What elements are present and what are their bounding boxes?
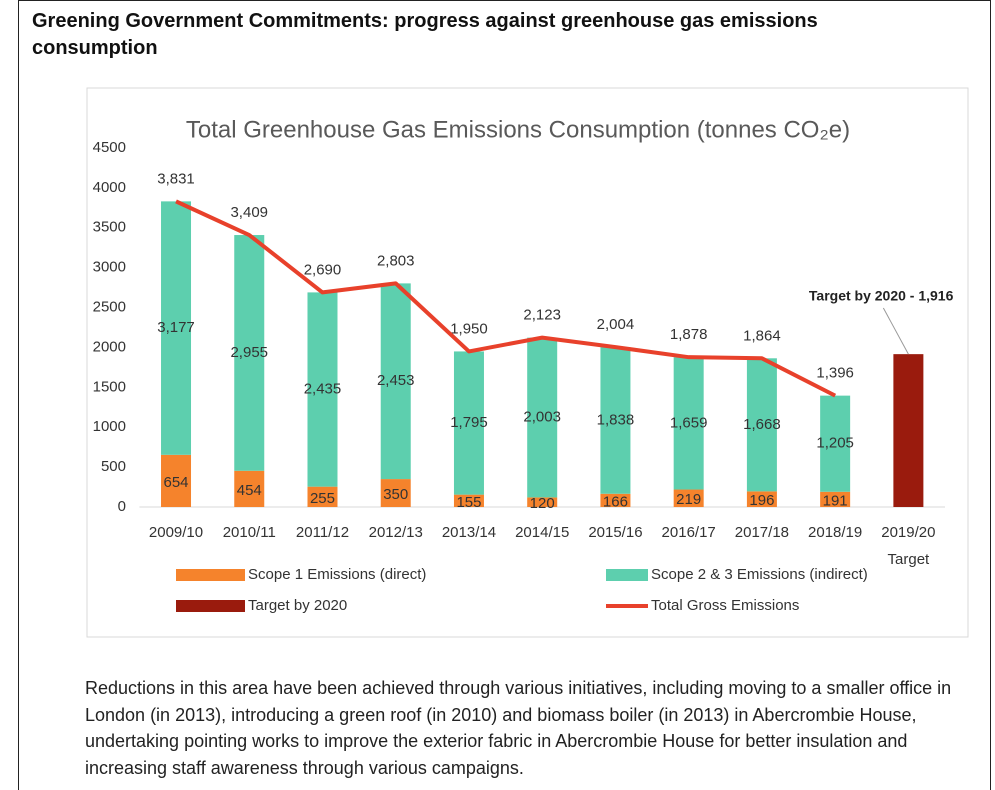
y-tick-label: 4000 xyxy=(93,179,126,196)
header-title: Greening Government Commitments: progres… xyxy=(32,10,818,59)
data-label: 2,003 xyxy=(523,408,561,425)
data-label: 1,396 xyxy=(816,365,854,382)
y-tick-label: 2500 xyxy=(93,299,126,316)
x-tick-label: 2010/11 xyxy=(223,524,276,541)
bar xyxy=(673,489,704,507)
bar xyxy=(161,454,192,507)
data-label: 2,004 xyxy=(597,316,635,333)
annotation-leader xyxy=(882,307,909,355)
data-label: 350 xyxy=(383,486,408,503)
bar xyxy=(746,491,777,507)
x-tick-label: 2011/12 xyxy=(296,524,349,541)
y-tick-label: 1500 xyxy=(93,378,126,395)
y-tick-label: 1000 xyxy=(93,418,126,435)
data-label: 191 xyxy=(823,492,848,509)
data-label: 1,864 xyxy=(743,327,781,344)
frame xyxy=(18,0,991,790)
legend-swatch xyxy=(176,569,245,581)
data-label: 3,831 xyxy=(157,170,195,187)
bar xyxy=(380,479,411,507)
data-label: 3,177 xyxy=(157,319,195,336)
bar xyxy=(307,292,338,487)
x-tick-label: 2016/17 xyxy=(662,524,716,541)
data-label: 2,690 xyxy=(304,261,342,278)
data-label: 1,668 xyxy=(743,416,781,433)
bar xyxy=(307,486,338,507)
legend-label: Target by 2020 xyxy=(248,597,347,614)
x-tick-label: 2014/15 xyxy=(515,524,569,541)
bar xyxy=(380,283,411,480)
x-tick-label: 2013/14 xyxy=(442,524,496,541)
legend-label: Scope 1 Emissions (direct) xyxy=(248,566,426,583)
y-tick-label: 2000 xyxy=(93,338,126,355)
bar xyxy=(161,201,192,455)
data-label: 1,878 xyxy=(670,326,708,343)
x-tick-label: 2009/10 xyxy=(149,524,203,541)
bar xyxy=(600,493,631,507)
data-label: 454 xyxy=(237,482,262,499)
data-label: 255 xyxy=(310,490,335,507)
data-label: 1,950 xyxy=(450,320,488,337)
x-tick-label: 2012/13 xyxy=(369,524,423,541)
data-label: 1,205 xyxy=(816,435,854,452)
data-label: 2,453 xyxy=(377,372,415,389)
bar xyxy=(453,351,484,495)
bar xyxy=(527,497,558,507)
chart-border xyxy=(86,87,969,638)
data-label: 3,409 xyxy=(230,204,268,221)
data-label: 196 xyxy=(749,492,774,509)
y-tick-label: 500 xyxy=(101,458,126,475)
bar xyxy=(527,337,558,498)
x-tick-label: 2015/16 xyxy=(588,524,642,541)
y-tick-label: 3500 xyxy=(93,219,126,236)
bar xyxy=(453,494,484,507)
data-label: 155 xyxy=(456,494,481,511)
x-tick-label: 2017/18 xyxy=(735,524,789,541)
y-tick-label: 4500 xyxy=(93,139,126,156)
data-label: 2,955 xyxy=(230,344,268,361)
x-tick-label: 2019/20 Target xyxy=(881,524,935,568)
x-tick-label: 2018/19 xyxy=(808,524,862,541)
legend-swatch xyxy=(176,600,245,612)
data-label: 654 xyxy=(164,474,189,491)
annotation: Target by 2020 - 1,916 xyxy=(809,288,954,304)
y-tick-label: 3000 xyxy=(93,259,126,276)
bar xyxy=(893,354,924,507)
data-label: 1,795 xyxy=(450,414,488,431)
data-label: 166 xyxy=(603,493,628,510)
y-tick-label: 0 xyxy=(118,498,126,515)
bar xyxy=(673,357,704,490)
bar xyxy=(820,491,851,507)
data-label: 1,659 xyxy=(670,414,708,431)
bar xyxy=(600,347,631,494)
data-label: 2,435 xyxy=(304,380,342,397)
data-label: 2,803 xyxy=(377,252,415,269)
total-line xyxy=(175,199,837,398)
data-label: 1,838 xyxy=(597,411,635,428)
bar xyxy=(746,358,777,492)
bar xyxy=(234,235,265,471)
chart: Total Greenhouse Gas Emissions Consumpti… xyxy=(86,87,969,638)
chart-title: Total Greenhouse Gas Emissions Consumpti… xyxy=(186,116,850,143)
bar xyxy=(234,470,265,507)
data-label: 219 xyxy=(676,491,701,508)
legend-swatch xyxy=(606,569,648,581)
paragraph: Reductions in this area have been achiev… xyxy=(85,678,952,778)
data-label: 2,123 xyxy=(523,307,561,324)
bar xyxy=(820,395,851,492)
data-label: 120 xyxy=(530,495,555,512)
legend-label: Total Gross Emissions xyxy=(651,597,799,614)
legend-label: Scope 2 & 3 Emissions (indirect) xyxy=(651,566,868,583)
